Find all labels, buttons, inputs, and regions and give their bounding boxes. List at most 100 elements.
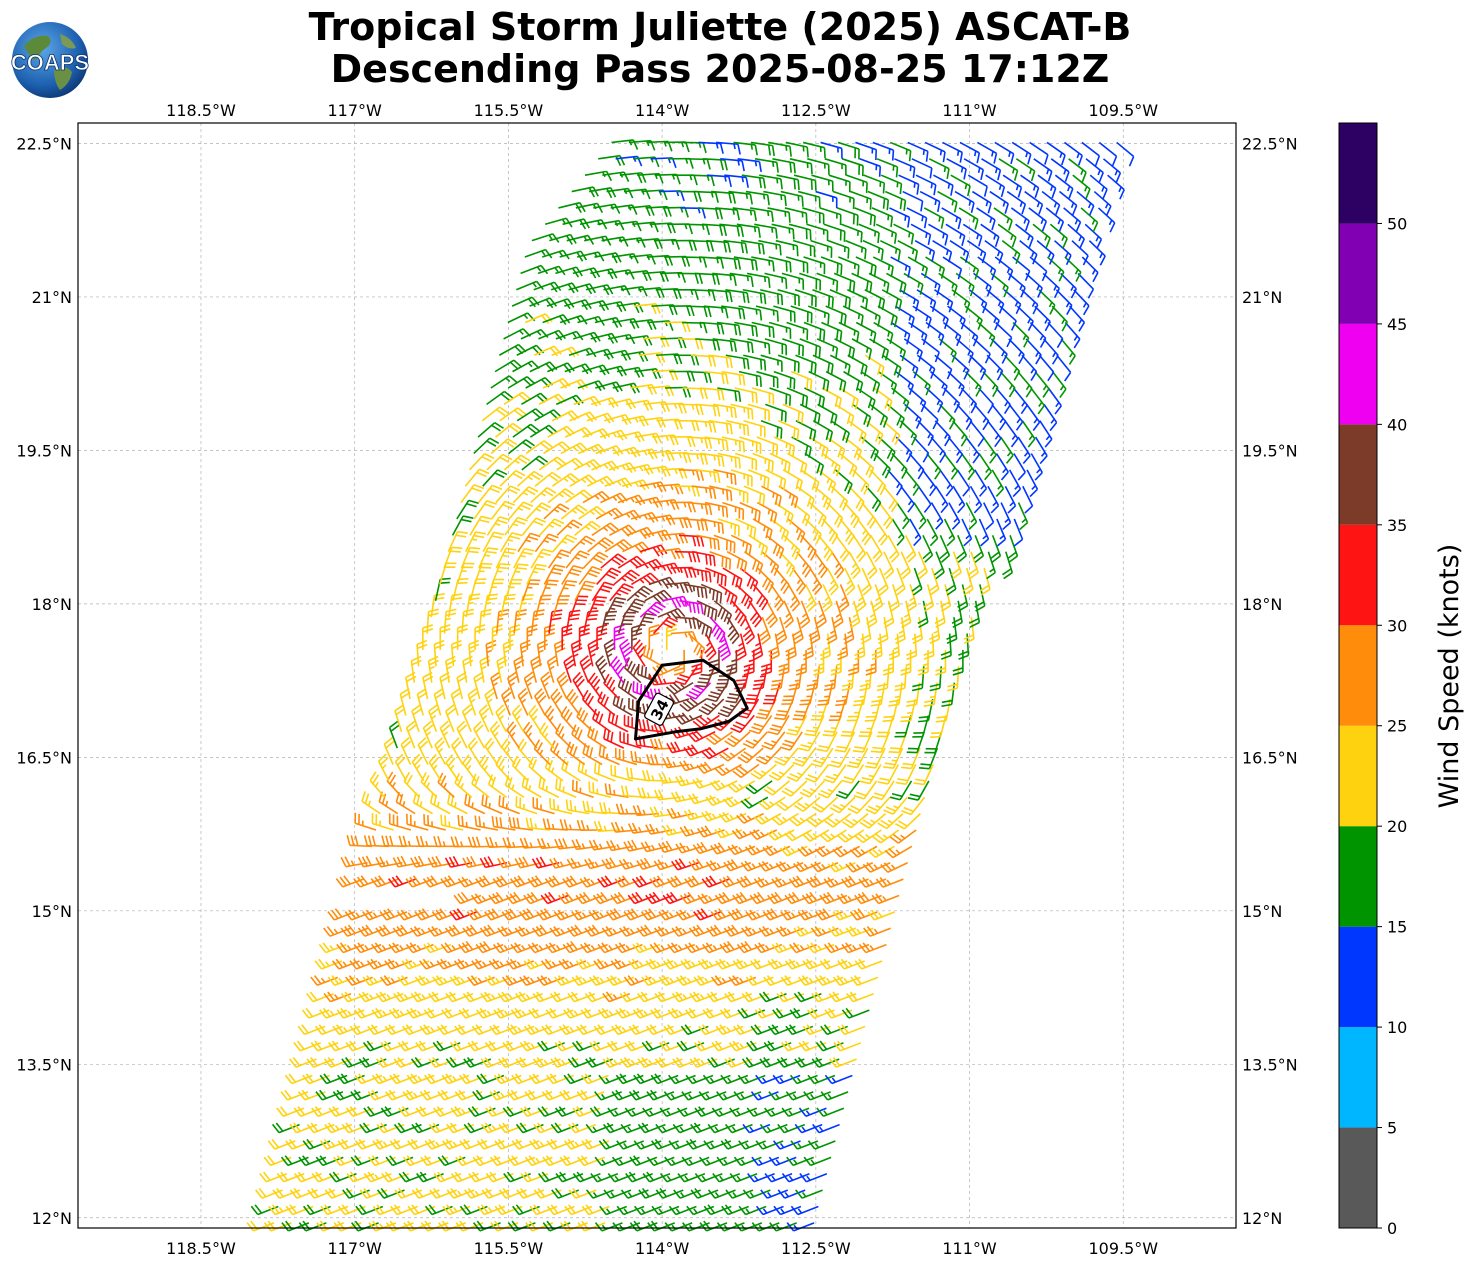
wind-barb <box>778 485 799 509</box>
wind-barb <box>462 754 477 782</box>
wind-barb <box>952 485 966 514</box>
wind-barb <box>630 448 658 460</box>
wind-barb <box>956 338 974 364</box>
wind-barb <box>789 1074 818 1085</box>
wind-barb <box>517 687 529 716</box>
wind-barb <box>833 272 856 293</box>
wind-barb <box>791 616 804 645</box>
wind-barb <box>715 141 741 155</box>
wind-barb <box>912 715 930 738</box>
wind-barb <box>405 720 417 749</box>
wind-barb <box>729 1173 758 1183</box>
wind-barb <box>428 704 440 733</box>
wind-barb <box>495 704 507 733</box>
wind-barb <box>906 207 928 229</box>
wind-barb <box>639 416 666 429</box>
wind-barb <box>893 223 915 245</box>
wind-barb <box>779 845 808 857</box>
wind-barb <box>785 256 809 274</box>
wind-barb <box>417 737 429 765</box>
wind-barb <box>913 764 934 786</box>
wind-barb <box>522 721 538 749</box>
wind-barb <box>761 731 786 750</box>
wind-barb <box>704 436 729 451</box>
wind-barb <box>563 655 576 683</box>
wind-barb <box>427 655 440 683</box>
wind-barb <box>960 387 978 414</box>
wind-barb <box>858 223 880 244</box>
wind-barb <box>879 239 901 261</box>
wind-barb <box>508 439 535 455</box>
wind-barb <box>578 505 606 520</box>
wind-barb <box>1015 158 1036 182</box>
wind-barb <box>556 457 584 471</box>
wind-barb <box>1004 485 1017 514</box>
wind-barb <box>371 813 394 831</box>
wind-barb <box>726 419 750 437</box>
wind-barb <box>574 520 601 536</box>
map-gridlines <box>78 123 1236 1228</box>
wind-barb <box>867 845 895 859</box>
wind-barb <box>621 350 649 363</box>
wind-barb <box>746 1107 775 1118</box>
wind-barb <box>1016 305 1034 332</box>
wind-barb <box>623 714 646 733</box>
wind-barb <box>777 1123 806 1134</box>
wind-barb <box>1067 223 1086 249</box>
wind-barb <box>734 633 747 661</box>
wind-barb <box>672 174 698 186</box>
wind-barb <box>829 796 856 814</box>
wind-barb <box>566 857 595 870</box>
wind-barb <box>841 1007 870 1019</box>
wind-barb <box>859 158 882 177</box>
wind-barb <box>456 499 479 520</box>
wind-barb <box>863 926 891 937</box>
wind-barb <box>486 390 514 406</box>
wind-barb <box>1006 190 1027 215</box>
wind-barb <box>890 321 911 345</box>
wind-barb <box>717 518 740 537</box>
wind-barb <box>807 158 830 175</box>
wind-barb <box>639 481 667 493</box>
wind-barb <box>572 1171 601 1183</box>
wind-barb <box>838 387 859 410</box>
lat-label-right: 16.5°N <box>1242 748 1298 767</box>
wind-barb <box>841 158 864 177</box>
wind-barb <box>904 403 922 429</box>
wind-barb <box>1013 453 1026 481</box>
wind-barb <box>473 562 493 585</box>
wind-barb <box>558 201 586 214</box>
wind-barb <box>986 420 1002 448</box>
wind-barb <box>845 239 867 260</box>
wind-barb <box>785 141 809 158</box>
wind-barb <box>645 823 673 835</box>
wind-barb <box>1034 371 1050 398</box>
wind-barb <box>995 387 1011 414</box>
wind-barb <box>1034 305 1051 332</box>
wind-barb <box>506 721 520 749</box>
lat-label-right: 18°N <box>1242 595 1282 614</box>
wind-barb <box>928 158 950 180</box>
wind-barb <box>544 705 559 733</box>
wind-barb <box>692 777 721 789</box>
wind-barb <box>642 1107 670 1118</box>
wind-barb <box>456 562 475 585</box>
wind-barb <box>834 731 856 753</box>
wind-barb <box>528 704 542 733</box>
wind-barb <box>569 474 597 487</box>
wind-barb <box>565 489 593 504</box>
wind-barb <box>439 720 451 749</box>
wind-barb <box>849 908 878 921</box>
wind-barb <box>698 1091 727 1101</box>
wind-barb <box>798 731 821 752</box>
wind-barb <box>817 780 843 799</box>
wind-barb <box>756 501 778 524</box>
wind-barb <box>804 584 817 612</box>
wind-barb <box>402 1089 431 1101</box>
wind-barb <box>816 1107 845 1118</box>
wind-barb <box>756 370 779 389</box>
wind-barb <box>841 223 863 243</box>
wind-barb <box>771 223 795 240</box>
wind-barb <box>838 584 850 612</box>
wind-barb <box>599 300 627 313</box>
